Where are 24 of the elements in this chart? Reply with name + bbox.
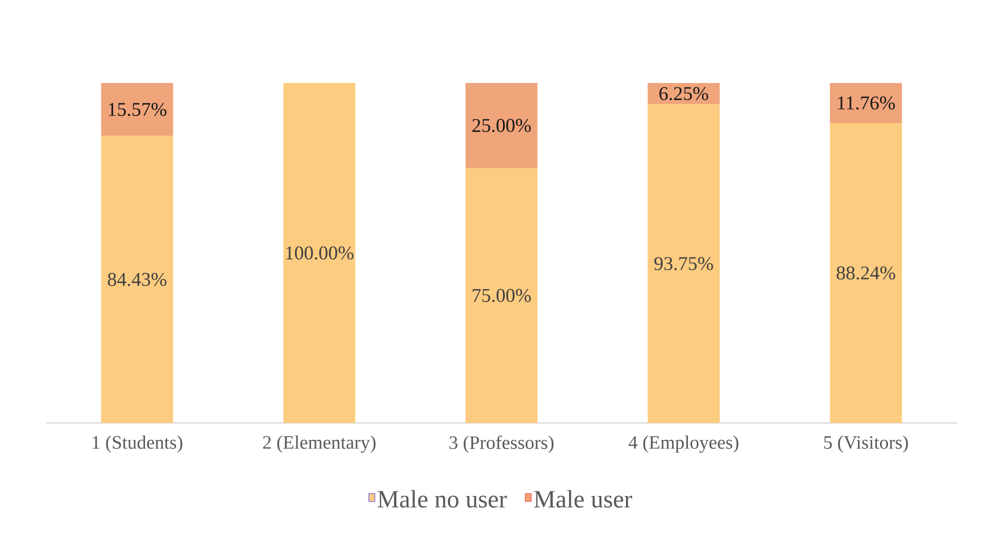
- data-label: 15.57%: [108, 102, 166, 116]
- data-label: 84.43%: [108, 272, 166, 286]
- data-label: 11.76%: [838, 96, 895, 110]
- x-tick-label: 4 (Employees): [628, 436, 738, 453]
- bar: [283, 82, 356, 423]
- data-label: 93.75%: [654, 257, 713, 270]
- x-tick-label: 2 (Elementary): [263, 436, 376, 453]
- legend-label: Male no user: [378, 490, 507, 508]
- bar: [648, 104, 720, 423]
- data-label: 6.25%: [659, 87, 708, 100]
- bar: [466, 168, 538, 423]
- legend-label: Male user: [534, 490, 632, 508]
- x-tick-label: 1 (Students): [92, 436, 182, 453]
- x-tick-label: 3 (Professors): [450, 436, 554, 453]
- data-label: 100.00%: [286, 246, 354, 260]
- data-label: 75.00%: [472, 288, 531, 302]
- data-label: 88.24%: [836, 266, 896, 280]
- bar: [830, 122, 902, 423]
- bar: [466, 82, 538, 168]
- bar: [830, 82, 902, 123]
- bar: [101, 82, 174, 136]
- data-label: 25.00%: [472, 118, 531, 132]
- bar: [101, 136, 174, 423]
- x-tick-label: 5 (Visitors): [824, 436, 908, 453]
